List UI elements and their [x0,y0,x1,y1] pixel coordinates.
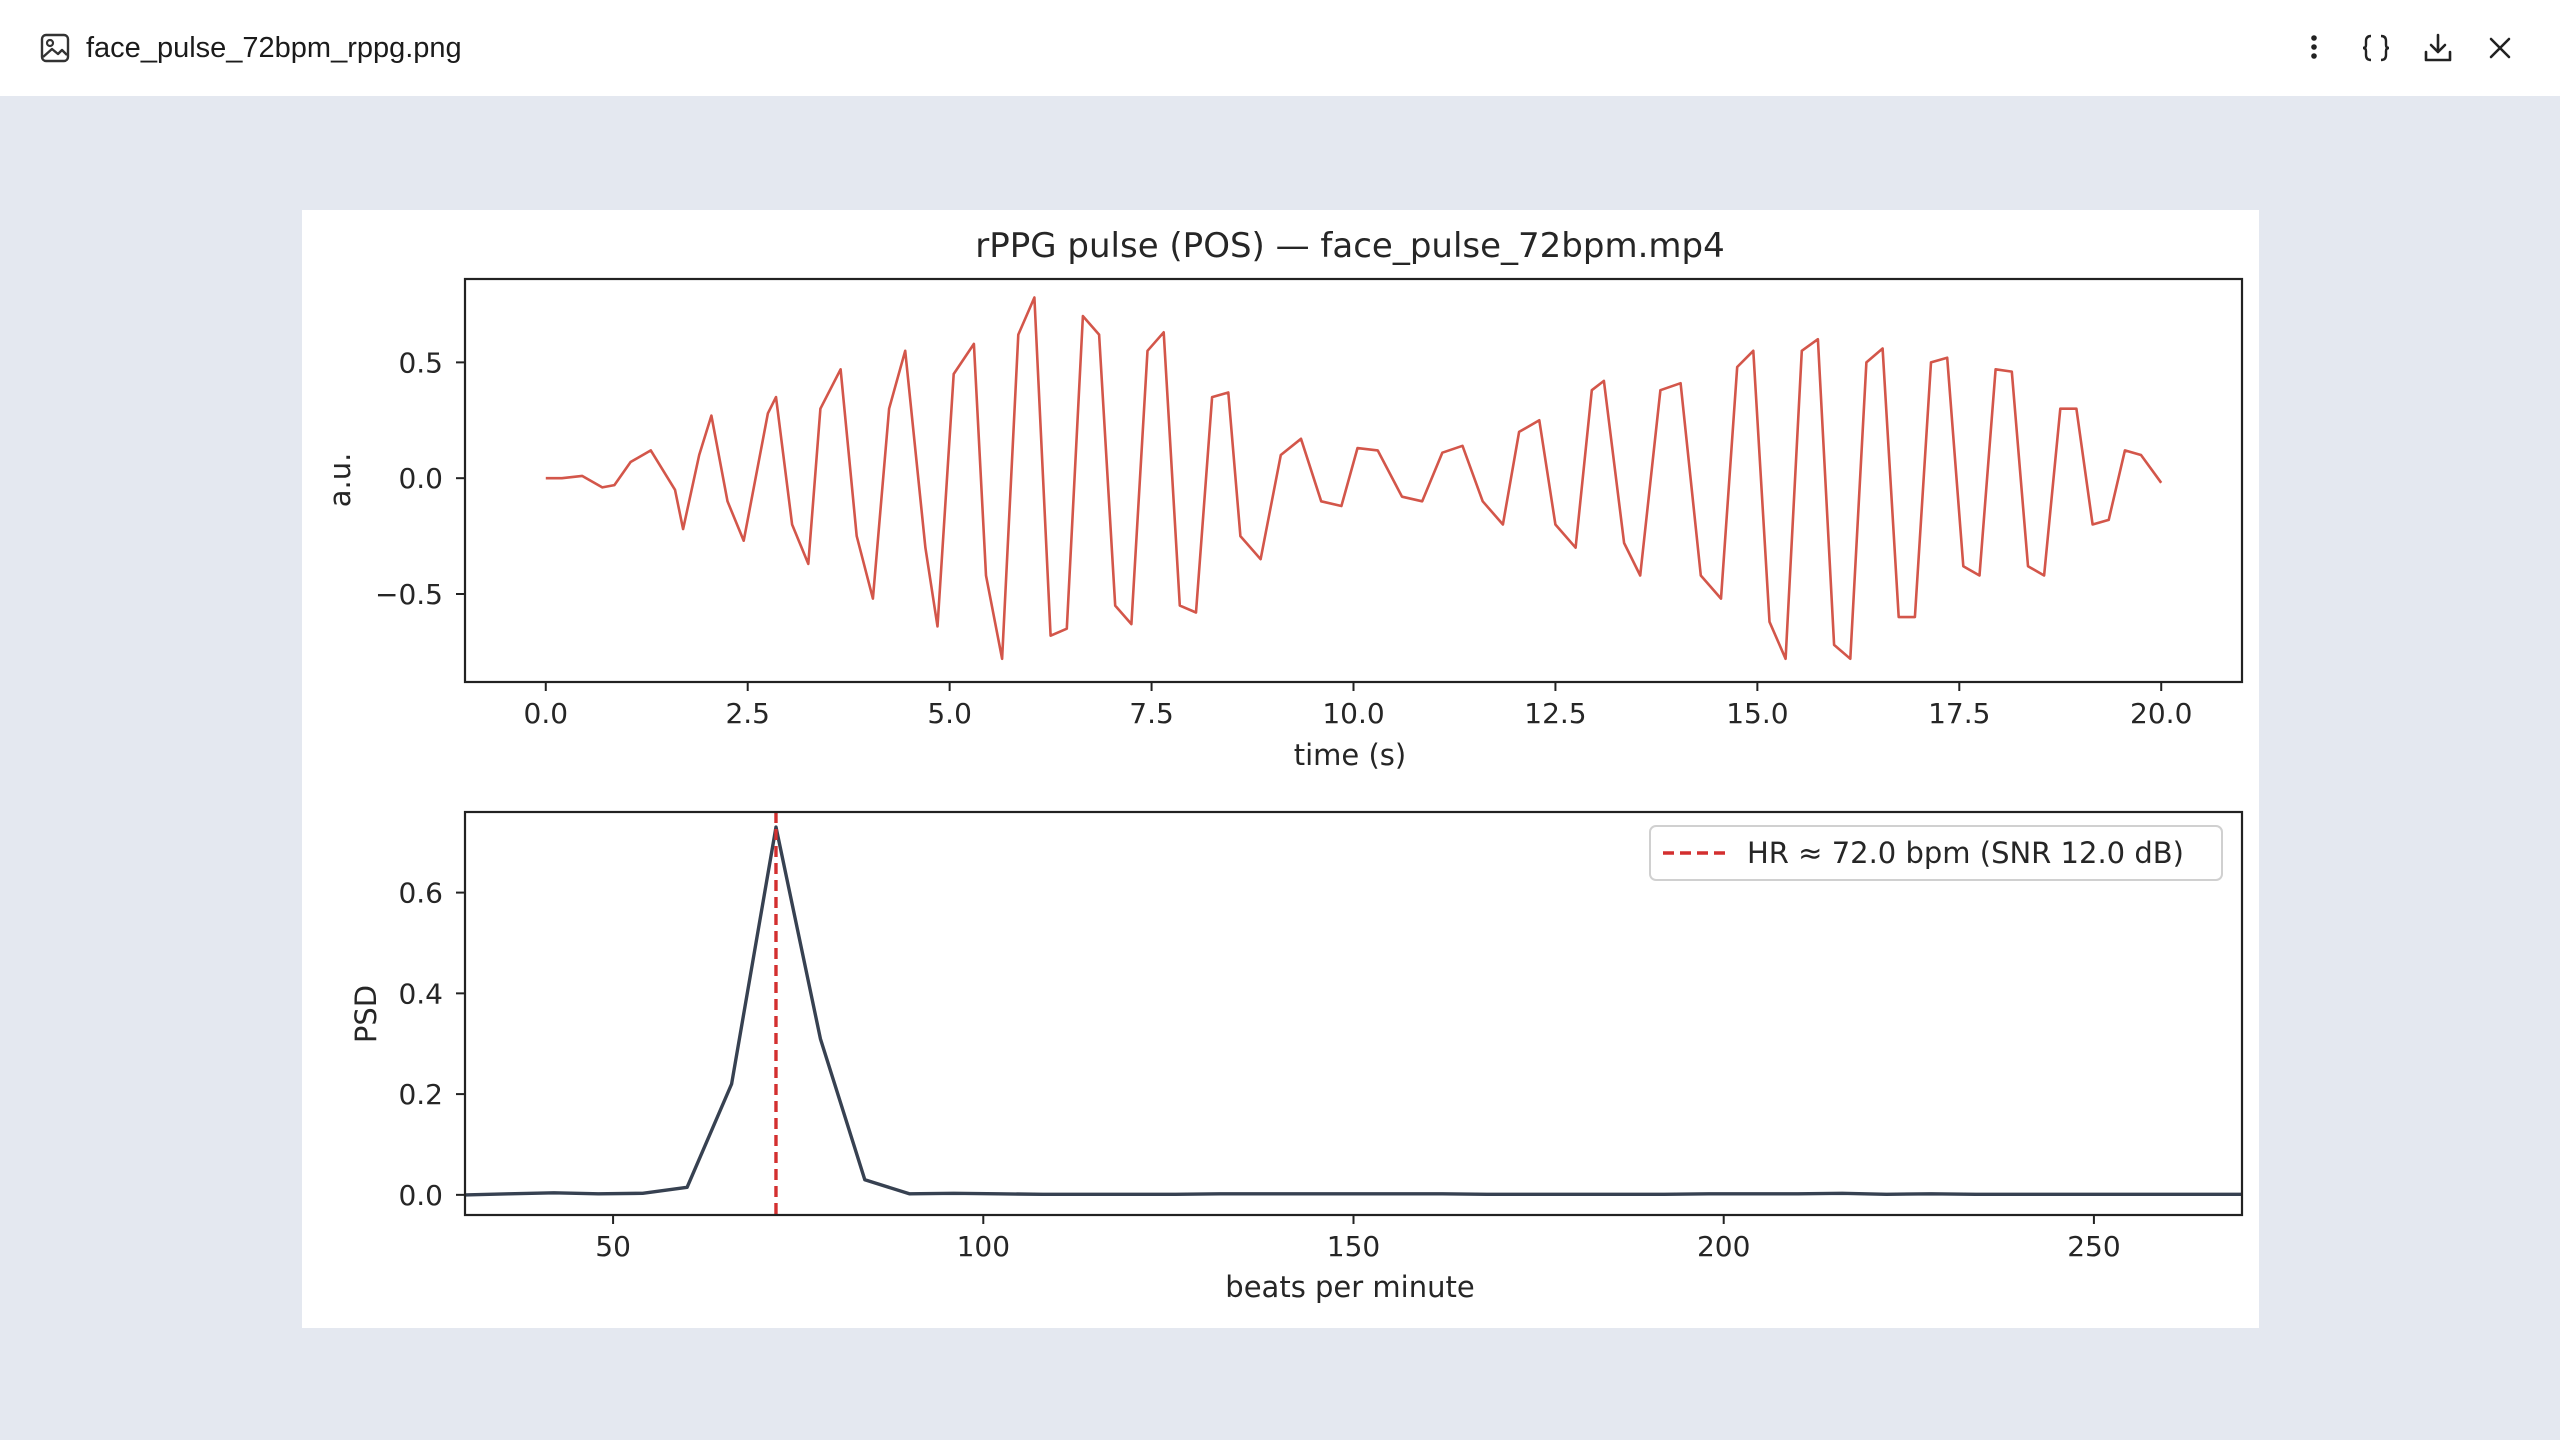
psd-xtick-label: 200 [1697,1230,1750,1263]
pulse-xtick-label: 10.0 [1322,697,1384,730]
pulse-chart-title: rPPG pulse (POS) — face_pulse_72bpm.mp4 [975,226,1724,266]
pulse-ytick-label: 0.5 [398,346,443,379]
image-file-icon [38,31,72,65]
file-name: face_pulse_72bpm_rppg.png [86,31,462,64]
psd-ytick-label: 0.4 [398,977,443,1010]
psd-xlabel: beats per minute [1225,1270,1474,1304]
pulse-xtick-label: 2.5 [725,697,770,730]
json-braces-icon[interactable] [2354,26,2398,70]
psd-xtick-label: 250 [2067,1230,2120,1263]
psd-legend: HR ≈ 72.0 bpm (SNR 12.0 dB) [1649,825,2223,881]
psd-xtick-label: 100 [957,1230,1010,1263]
pulse-ylabel: a.u. [323,453,357,508]
pulse-xtick-label: 17.5 [1928,697,1990,730]
psd-ylabel: PSD [349,985,383,1043]
pulse-xtick-label: 5.0 [927,697,972,730]
more-vert-icon[interactable] [2292,26,2336,70]
title-bar: face_pulse_72bpm_rppg.png [0,0,2560,96]
psd-ytick-label: 0.2 [398,1078,443,1111]
pulse-xtick-label: 20.0 [2130,697,2192,730]
pulse-xlabel: time (s) [1294,738,1406,772]
legend-label: HR ≈ 72.0 bpm (SNR 12.0 dB) [1747,836,2184,870]
psd-xtick-label: 150 [1327,1230,1380,1263]
figure-image: rPPG pulse (POS) — face_pulse_72bpm.mp4 … [302,210,2259,1328]
pulse-xtick-label: 0.0 [524,697,569,730]
pulse-ytick-label: −0.5 [375,578,443,611]
psd-ytick-label: 0.0 [398,1179,443,1212]
psd-ytick-label: 0.6 [398,877,443,910]
toolbar-actions [2292,26,2522,70]
close-icon[interactable] [2478,26,2522,70]
psd-panel: HR ≈ 72.0 bpm (SNR 12.0 dB) 50 100 150 200 2… [349,810,2244,1304]
pulse-series-line [545,296,2163,661]
pulse-panel: rPPG pulse (POS) — face_pulse_72bpm.mp4 … [323,226,2244,772]
pulse-plot-frame [463,277,2244,684]
pulse-xtick-label: 15.0 [1726,697,1788,730]
figure-svg: rPPG pulse (POS) — face_pulse_72bpm.mp4 … [323,226,2244,1304]
pulse-ytick-label: 0.0 [398,462,443,495]
psd-series-line [464,825,2242,1197]
image-viewer: rPPG pulse (POS) — face_pulse_72bpm.mp4 … [0,96,2560,1440]
download-icon[interactable] [2416,26,2460,70]
pulse-xtick-label: 12.5 [1524,697,1586,730]
psd-xtick-label: 50 [595,1230,631,1263]
pulse-xtick-label: 7.5 [1129,697,1174,730]
